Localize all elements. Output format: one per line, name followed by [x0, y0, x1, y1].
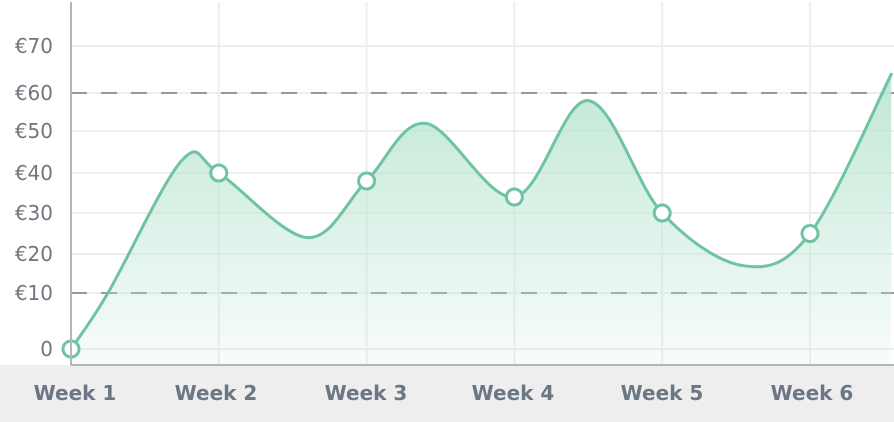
- area-fill: [71, 74, 892, 365]
- area-line: [69, 72, 893, 351]
- y-tick-label: €60: [15, 81, 53, 105]
- data-point-marker: [652, 203, 672, 223]
- x-tick-label: Week 2: [175, 381, 258, 405]
- series-area: [69, 72, 893, 365]
- x-axis-labels: Week 1 Week 2 Week 3 Week 4 Week 5 Week 6: [34, 381, 854, 405]
- data-point-marker: [800, 224, 820, 243]
- y-tick-label: €30: [15, 201, 53, 225]
- x-tick-label: Week 6: [771, 381, 854, 405]
- x-tick-label: Week 5: [621, 381, 704, 405]
- x-axis-band: [0, 365, 894, 422]
- x-tick-label: Week 4: [472, 381, 555, 405]
- y-tick-label: 0: [40, 337, 53, 361]
- x-tick-label: Week 3: [325, 381, 408, 405]
- y-tick-label: €10: [15, 281, 53, 305]
- data-point-marker: [504, 187, 524, 207]
- y-axis-labels: 0 €10 €20 €30 €40 €50 €60 €70: [15, 34, 53, 361]
- data-point-marker: [357, 171, 377, 191]
- data-point-marker: [209, 163, 229, 183]
- x-tick-label: Week 1: [34, 381, 117, 405]
- y-tick-label: €20: [15, 242, 53, 266]
- y-tick-label: €50: [15, 119, 53, 143]
- y-tick-label: €70: [15, 34, 53, 58]
- y-tick-label: €40: [15, 161, 53, 185]
